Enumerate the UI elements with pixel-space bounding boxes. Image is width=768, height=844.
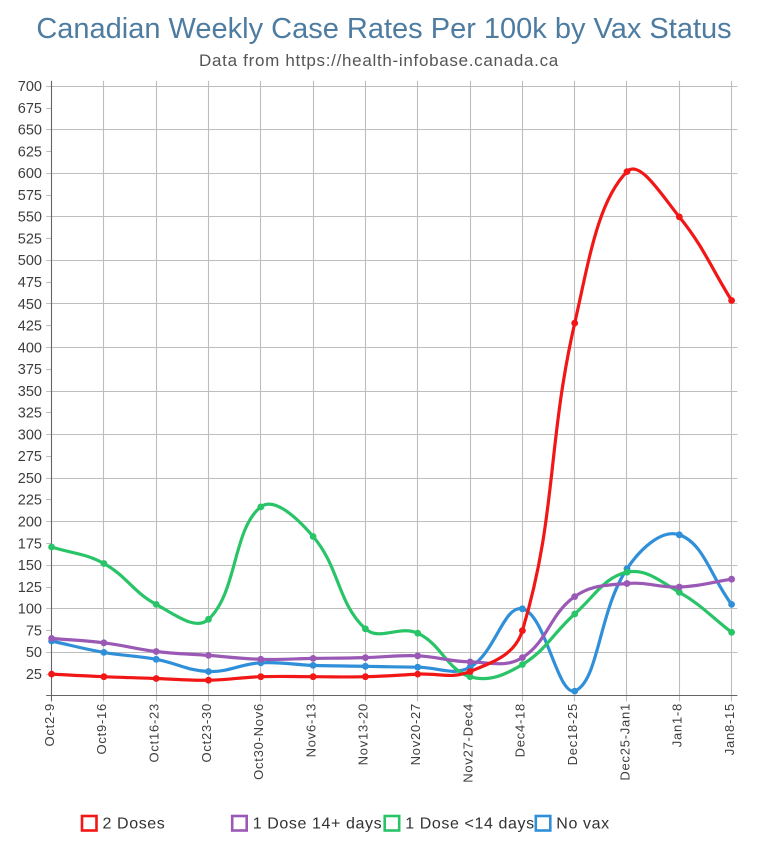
svg-text:1 Dose 14+ days: 1 Dose 14+ days — [253, 816, 383, 833]
svg-text:250: 250 — [18, 471, 42, 487]
svg-text:650: 650 — [18, 123, 42, 139]
svg-text:Dec4-18: Dec4-18 — [513, 703, 528, 757]
svg-text:125: 125 — [18, 580, 42, 596]
svg-text:Canadian Weekly Case Rates Per: Canadian Weekly Case Rates Per 100k by V… — [36, 13, 731, 45]
svg-text:Dec25-Jan1: Dec25-Jan1 — [617, 703, 632, 781]
svg-text:75: 75 — [26, 623, 42, 639]
svg-text:150: 150 — [18, 558, 42, 574]
svg-text:Oct30-Nov6: Oct30-Nov6 — [251, 703, 266, 780]
svg-text:Jan1-8: Jan1-8 — [670, 703, 685, 747]
svg-text:675: 675 — [18, 101, 42, 117]
svg-text:Nov27-Dec4: Nov27-Dec4 — [460, 703, 475, 783]
svg-text:275: 275 — [18, 449, 42, 465]
svg-text:400: 400 — [18, 340, 42, 356]
svg-text:Jan8-15: Jan8-15 — [722, 703, 737, 755]
svg-text:Nov6-13: Nov6-13 — [303, 703, 318, 757]
svg-text:350: 350 — [18, 384, 42, 400]
svg-text:1 Dose <14 days: 1 Dose <14 days — [405, 816, 535, 833]
svg-text:450: 450 — [18, 297, 42, 313]
svg-text:425: 425 — [18, 319, 42, 335]
svg-text:375: 375 — [18, 362, 42, 378]
svg-text:2 Doses: 2 Doses — [103, 816, 166, 833]
svg-text:Nov13-20: Nov13-20 — [356, 703, 371, 765]
svg-text:550: 550 — [18, 210, 42, 226]
svg-text:Data from https://health-infob: Data from https://health-infobase.canada… — [199, 51, 559, 70]
svg-text:200: 200 — [18, 515, 42, 531]
svg-text:600: 600 — [18, 166, 42, 182]
svg-text:175: 175 — [18, 536, 42, 552]
svg-text:Oct16-23: Oct16-23 — [147, 703, 162, 762]
svg-text:Nov20-27: Nov20-27 — [408, 703, 423, 765]
svg-text:100: 100 — [18, 602, 42, 618]
svg-text:300: 300 — [18, 427, 42, 443]
svg-text:50: 50 — [26, 645, 42, 661]
svg-text:625: 625 — [18, 144, 42, 160]
svg-text:Dec18-25: Dec18-25 — [565, 703, 580, 765]
svg-text:325: 325 — [18, 406, 42, 422]
svg-text:225: 225 — [18, 493, 42, 509]
svg-text:525: 525 — [18, 231, 42, 247]
svg-text:25: 25 — [26, 667, 42, 683]
svg-text:Oct23-30: Oct23-30 — [199, 703, 214, 762]
svg-text:No vax: No vax — [556, 816, 609, 833]
svg-text:Oct2-9: Oct2-9 — [42, 703, 57, 747]
svg-text:700: 700 — [18, 79, 42, 95]
svg-text:500: 500 — [18, 253, 42, 269]
svg-text:Oct9-16: Oct9-16 — [94, 703, 109, 755]
svg-text:575: 575 — [18, 188, 42, 204]
svg-text:475: 475 — [18, 275, 42, 291]
